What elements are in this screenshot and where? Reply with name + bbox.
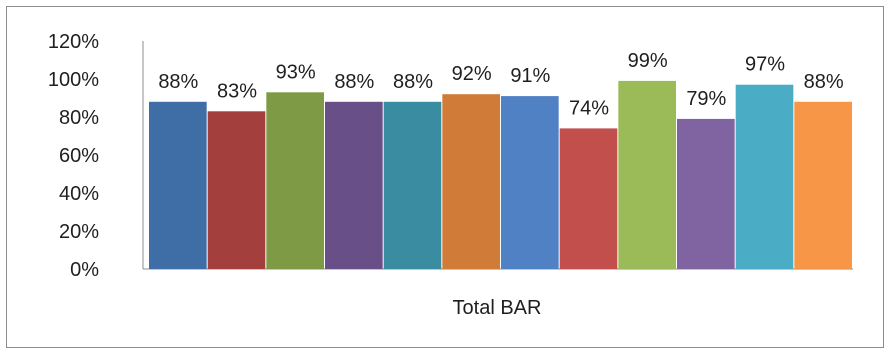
bar <box>383 101 442 269</box>
y-tick-label: 80% <box>59 107 99 129</box>
bar-data-label: 79% <box>686 88 726 110</box>
y-tick-label: 100% <box>48 69 99 91</box>
bar-data-label: 88% <box>804 71 844 93</box>
bar-data-label: 88% <box>393 71 433 93</box>
chart-frame: 0% 20% 40% 60% 80% 100% 120% 88% 83% 93% 88% 88% 92… <box>6 6 884 348</box>
bar <box>735 84 794 269</box>
bar <box>442 94 500 269</box>
bar-data-label: 97% <box>745 54 785 76</box>
bar <box>794 101 852 269</box>
y-tick-label: 40% <box>59 183 99 205</box>
bar-data-label: 88% <box>158 71 198 93</box>
bar-data-label: 88% <box>334 71 374 93</box>
bar-data-label: 92% <box>452 63 492 85</box>
y-tick-label: 0% <box>70 259 99 281</box>
bar <box>559 128 618 269</box>
bars <box>149 80 852 270</box>
bar <box>207 111 266 269</box>
bar <box>501 96 559 269</box>
bar <box>266 92 324 269</box>
data-labels: 88% 83% 93% 88% 88% 92% 91% 74% 99% 79% 97% 88% <box>158 50 844 120</box>
bar-data-label: 91% <box>510 65 550 87</box>
bar <box>325 101 383 269</box>
bar-chart: 0% 20% 40% 60% 80% 100% 120% 88% 83% 93% 88% 88% 92… <box>48 31 853 319</box>
bar-data-label: 83% <box>217 80 257 102</box>
y-tick-label: 20% <box>59 221 99 243</box>
y-tick-label: 120% <box>48 31 99 53</box>
x-category-label: Total BAR <box>453 297 542 319</box>
bar <box>677 118 735 270</box>
bar <box>618 80 676 270</box>
y-tick-label: 60% <box>59 145 99 167</box>
bar-data-label: 74% <box>569 97 609 119</box>
y-axis-ticks: 0% 20% 40% 60% 80% 100% 120% <box>48 31 99 281</box>
bar-data-label: 93% <box>276 61 316 83</box>
bar <box>149 101 207 269</box>
bar-data-label: 99% <box>628 50 668 72</box>
